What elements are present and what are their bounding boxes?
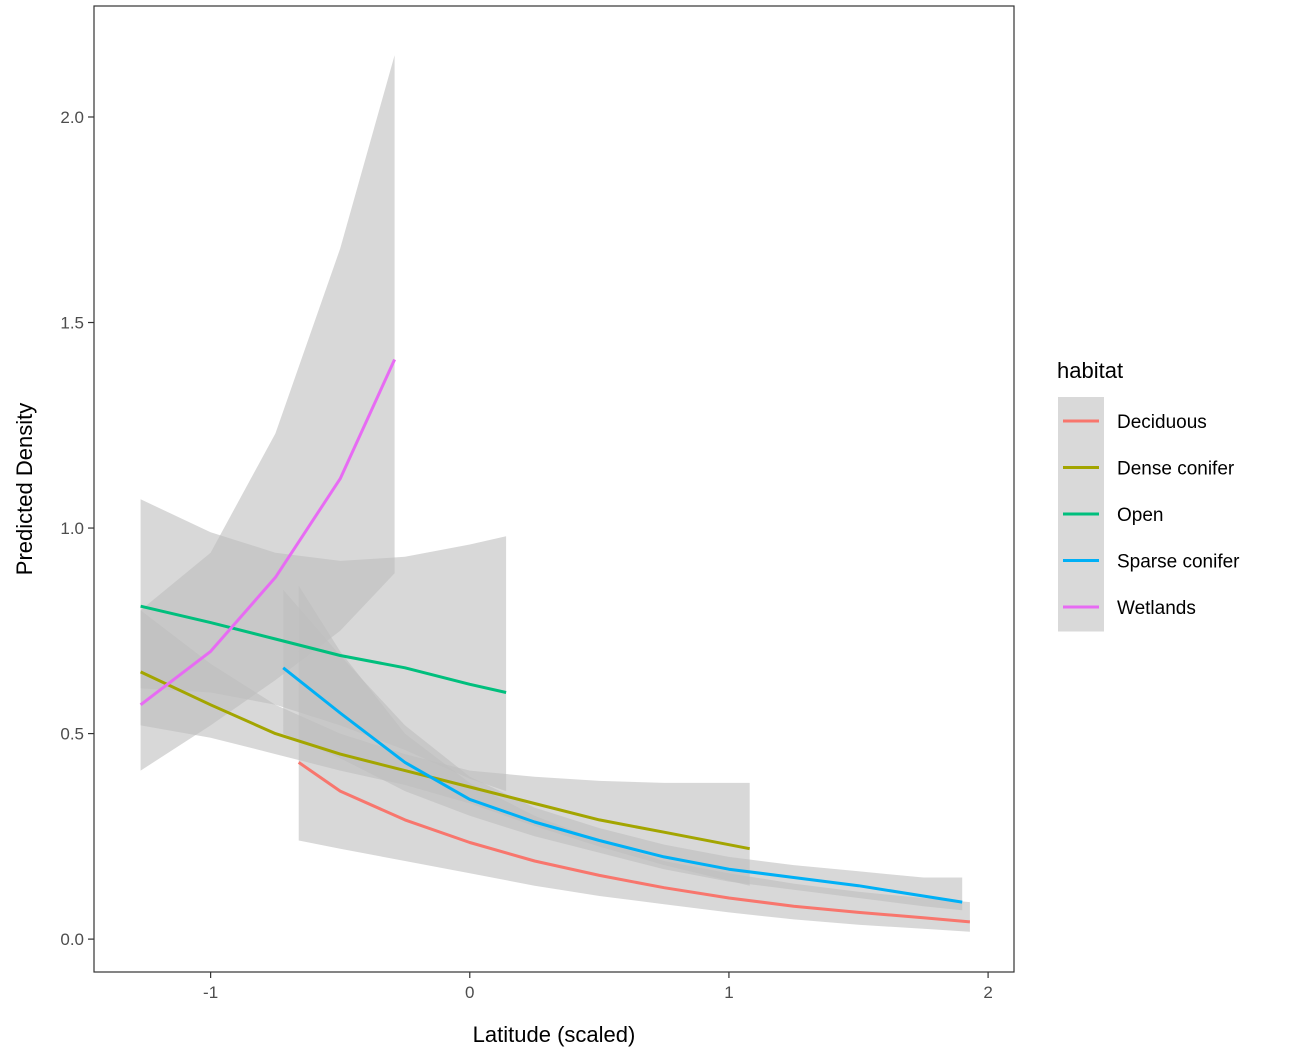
ribbon-deciduous (298, 585, 970, 932)
x-tick-label: 1 (724, 983, 733, 1002)
legend-label: Dense conifer (1117, 459, 1235, 480)
x-axis-label: Latitude (scaled) (473, 1022, 636, 1047)
legend-item: Open (1063, 505, 1163, 526)
line-sparse-conifer (282, 666, 963, 904)
legend-item: Dense conifer (1063, 459, 1235, 480)
series-lines (139, 358, 971, 924)
line-deciduous (297, 761, 971, 924)
y-tick-label: 0.0 (60, 930, 84, 949)
y-tick-label: 1.5 (60, 314, 84, 333)
legend: habitat Deciduous Dense conifer Open Sparse… (1057, 358, 1240, 632)
confidence-ribbons (140, 55, 970, 932)
line-dense-conifer (139, 670, 750, 851)
x-tick-label: 2 (983, 983, 992, 1002)
line-open (140, 604, 507, 694)
y-axis: 0.0 0.5 1.0 1.5 2.0 (60, 108, 94, 949)
y-axis-label: Predicted Density (12, 403, 37, 575)
plot-panel-border (93, 5, 1015, 973)
x-axis: -1 0 1 2 (203, 972, 993, 1002)
y-tick-label: 0.5 (60, 725, 84, 744)
line-wetlands (139, 358, 396, 706)
legend-item: Wetlands (1063, 598, 1196, 619)
legend-label: Deciduous (1117, 412, 1207, 433)
legend-title: habitat (1057, 358, 1123, 383)
ribbon-wetlands (140, 55, 395, 771)
legend-item: Sparse conifer (1063, 552, 1240, 573)
x-tick-label: 0 (465, 983, 474, 1002)
legend-item: Deciduous (1063, 412, 1207, 433)
legend-label: Open (1117, 505, 1163, 526)
x-tick-label: -1 (203, 983, 218, 1002)
ribbon-dense-conifer (140, 610, 750, 886)
y-tick-label: 2.0 (60, 108, 84, 127)
legend-items: Deciduous Dense conifer Open Sparse conifer… (1063, 412, 1240, 619)
legend-label: Sparse conifer (1117, 552, 1240, 573)
legend-label: Wetlands (1117, 598, 1196, 619)
y-tick-label: 1.0 (60, 519, 84, 538)
